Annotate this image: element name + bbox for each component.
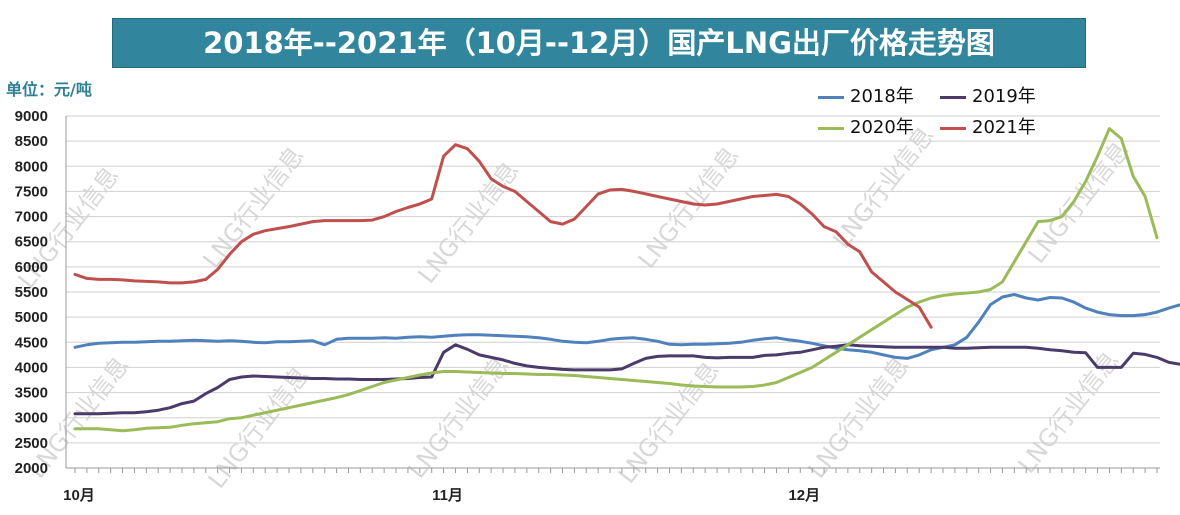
legend-item-2018: 2018年 [818,82,914,108]
series-lines [73,127,1180,433]
legend-item-2020: 2020年 [818,113,914,139]
legend-label-2018: 2018年 [850,86,914,107]
legend-item-2021: 2021年 [940,113,1036,139]
legend-swatch-2018 [818,95,844,99]
watermark-text: LNG行业信息 [198,141,310,273]
x-tick-label: 10月 [63,487,95,504]
watermark-text: LNG行业信息 [633,141,745,273]
axes: 2000 2500 3000 3500 4000 4500 5000 5500 6000 6500… [15,108,1160,504]
x-tick-label: 11月 [432,487,463,504]
y-tick-label: 5500 [15,284,48,301]
y-tick-label: 7000 [15,209,48,226]
watermark-text: LNG行业信息 [613,356,725,488]
y-tick-label: 6000 [15,259,48,276]
legend-swatch-2019 [940,95,966,99]
y-tick-label: 7500 [15,183,48,200]
legend-label-2020: 2020年 [850,117,914,138]
x-tick-label: 12月 [788,487,820,504]
y-tick-label: 5000 [15,309,48,326]
y-tick-label: 2000 [15,460,48,477]
watermark-text: LNG行业信息 [203,361,315,493]
y-tick-label: 3000 [15,410,48,427]
legend-swatch-2021 [940,126,966,130]
chart-title: 2018年--2021年（10月--12月）国产LNG出厂价格走势图 [112,18,1086,68]
legend-label-2021: 2021年 [972,117,1036,138]
y-tick-label: 4500 [15,334,48,351]
series-line-2018年 [73,293,1180,360]
unit-label: 单位：元/吨 [6,80,92,99]
y-tick-label: 8000 [15,158,48,175]
legend-swatch-2020 [818,126,844,130]
legend-label-2019: 2019年 [972,86,1036,107]
grid-lines [66,115,1160,469]
series-line-2019年 [73,343,1180,416]
series-line-2020年 [73,127,1159,433]
y-tick-label: 4000 [15,359,48,376]
y-tick-label: 9000 [15,108,48,125]
y-tick-label: 2500 [15,435,48,452]
y-tick-label: 8500 [15,133,48,150]
watermark-text: LNG行业信息 [413,156,525,288]
watermark-text: LNG行业信息 [1023,136,1135,268]
legend-item-2019: 2019年 [940,82,1036,108]
series-line-2021年 [73,143,933,329]
watermarks: LNG行业信息 LNG行业信息 LNG行业信息 LNG行业信息 LNG行业信息 LNG行业… [13,121,1135,493]
y-tick-label: 3500 [15,385,48,402]
y-tick-label: 6500 [15,234,48,251]
